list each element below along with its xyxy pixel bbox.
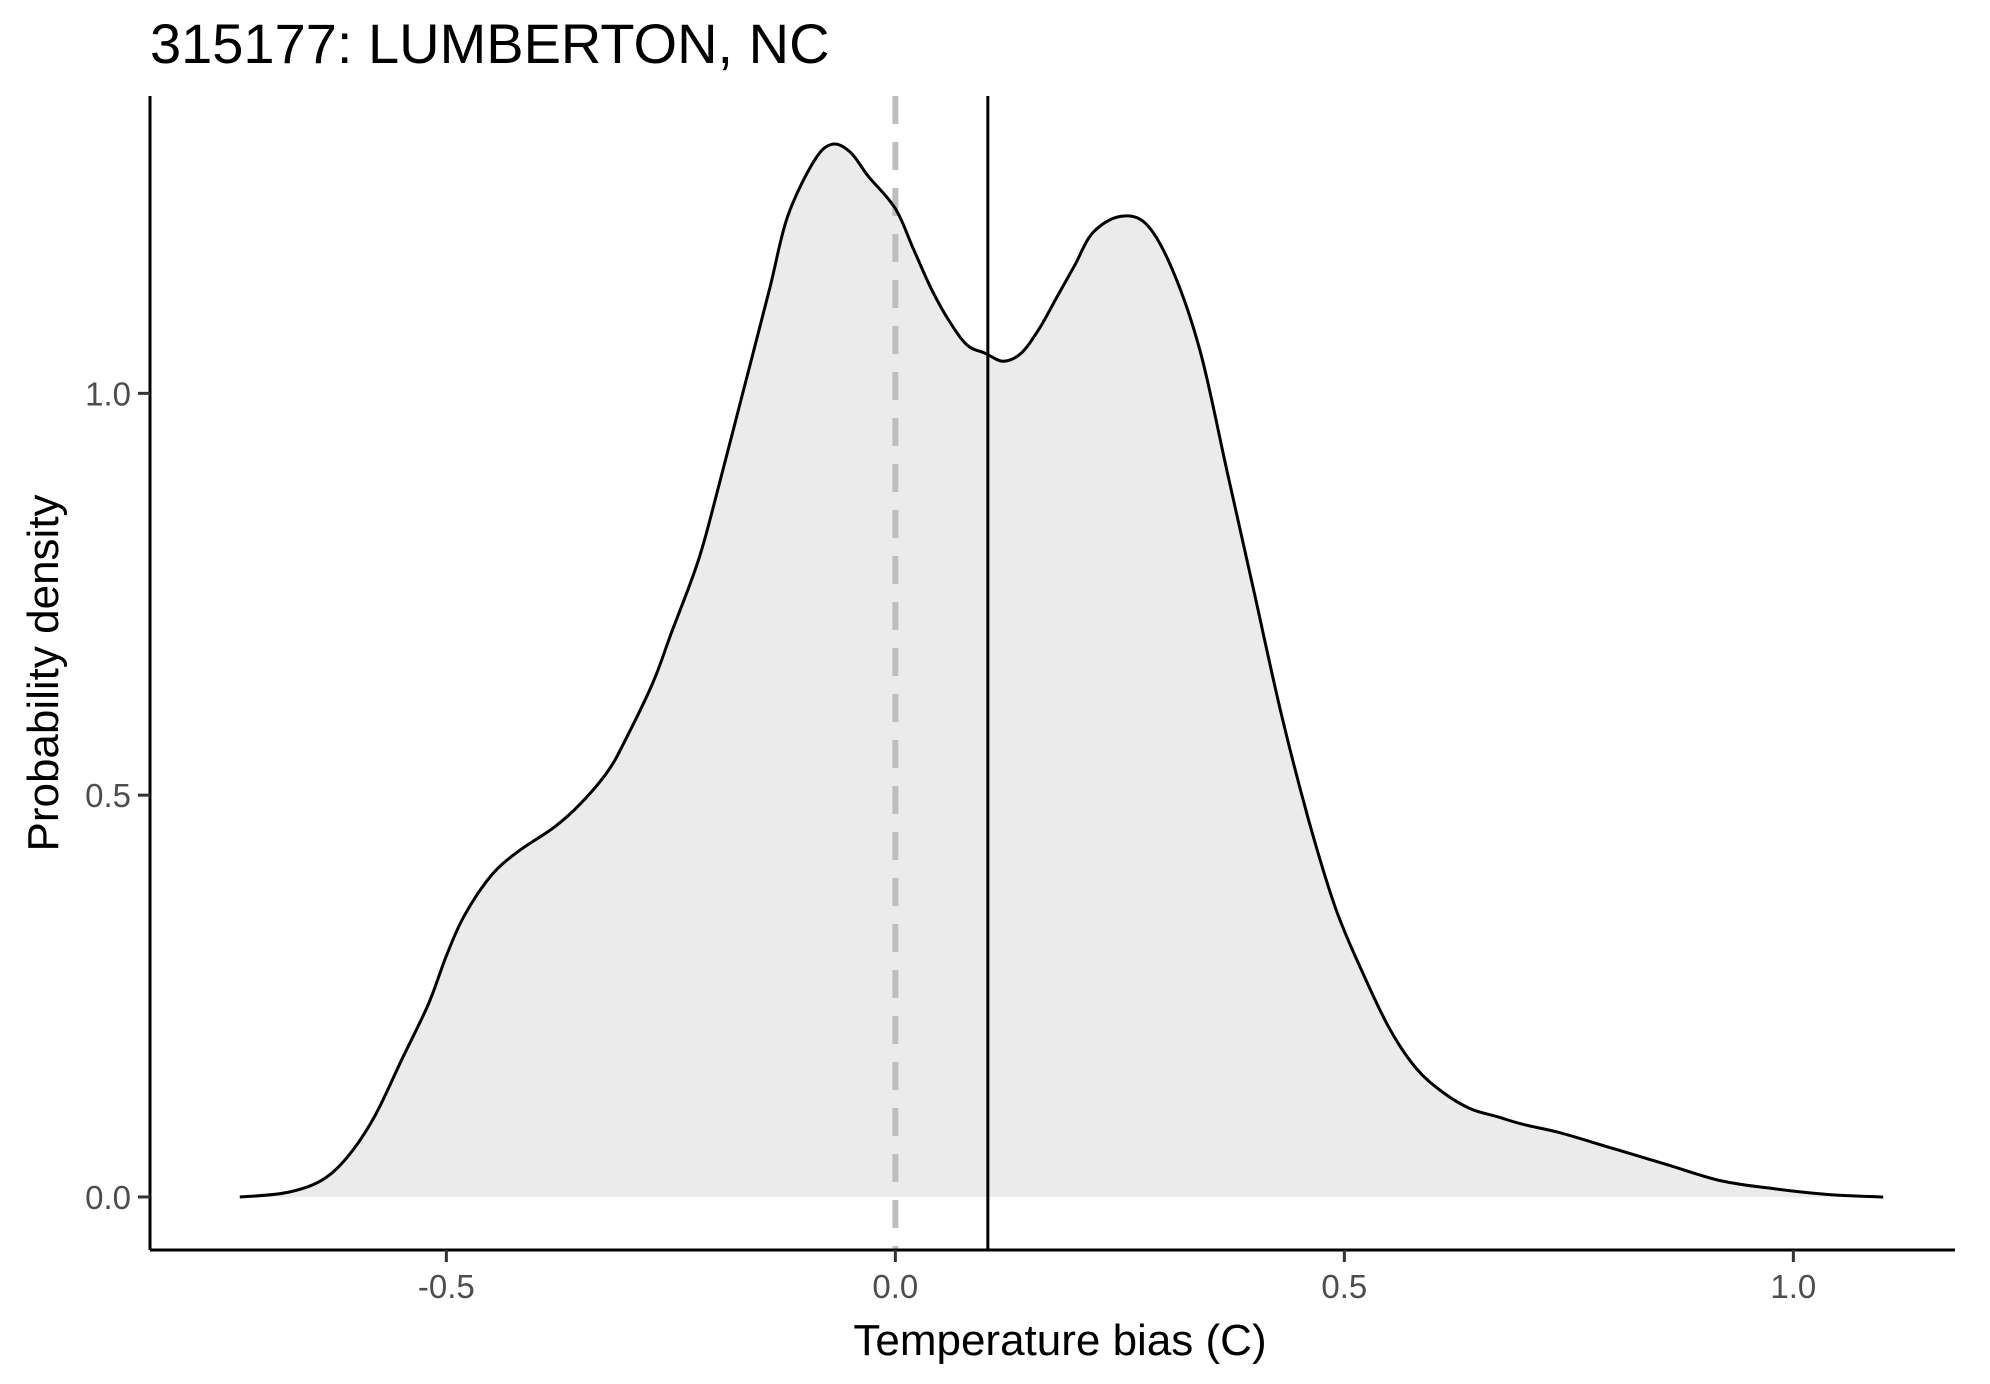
x-axis-ticks: -0.5 0.0 0.5 1.0 xyxy=(418,1250,1816,1305)
x-tick-label: 1.0 xyxy=(1770,1268,1816,1305)
density-line xyxy=(239,142,1884,1199)
x-tick-label: 0.5 xyxy=(1321,1268,1367,1305)
y-tick-label: 0.0 xyxy=(85,1179,131,1216)
x-tick-label: -0.5 xyxy=(418,1268,475,1305)
chart-title: 315177: LUMBERTON, NC xyxy=(150,12,830,75)
y-tick-label: 0.5 xyxy=(85,777,131,814)
y-tick-label: 1.0 xyxy=(85,375,131,412)
y-axis-title: Probability density xyxy=(19,494,68,851)
y-axis-ticks: 0.0 0.5 1.0 xyxy=(85,375,150,1216)
x-axis-title: Temperature bias (C) xyxy=(853,1316,1266,1365)
plot-area xyxy=(239,96,1884,1250)
x-tick-label: 0.0 xyxy=(872,1268,918,1305)
density-area xyxy=(239,143,1884,1197)
